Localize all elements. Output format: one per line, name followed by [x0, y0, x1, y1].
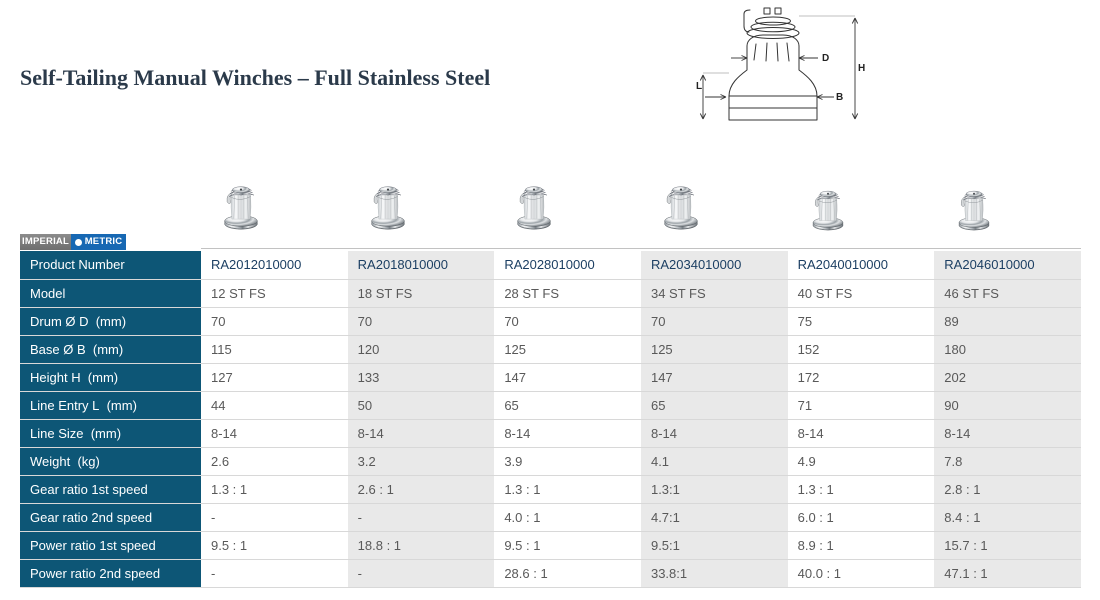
svg-text:L: L [696, 81, 702, 92]
svg-text:D: D [822, 53, 829, 64]
svg-text:H: H [858, 63, 865, 74]
svg-text:B: B [836, 92, 843, 103]
